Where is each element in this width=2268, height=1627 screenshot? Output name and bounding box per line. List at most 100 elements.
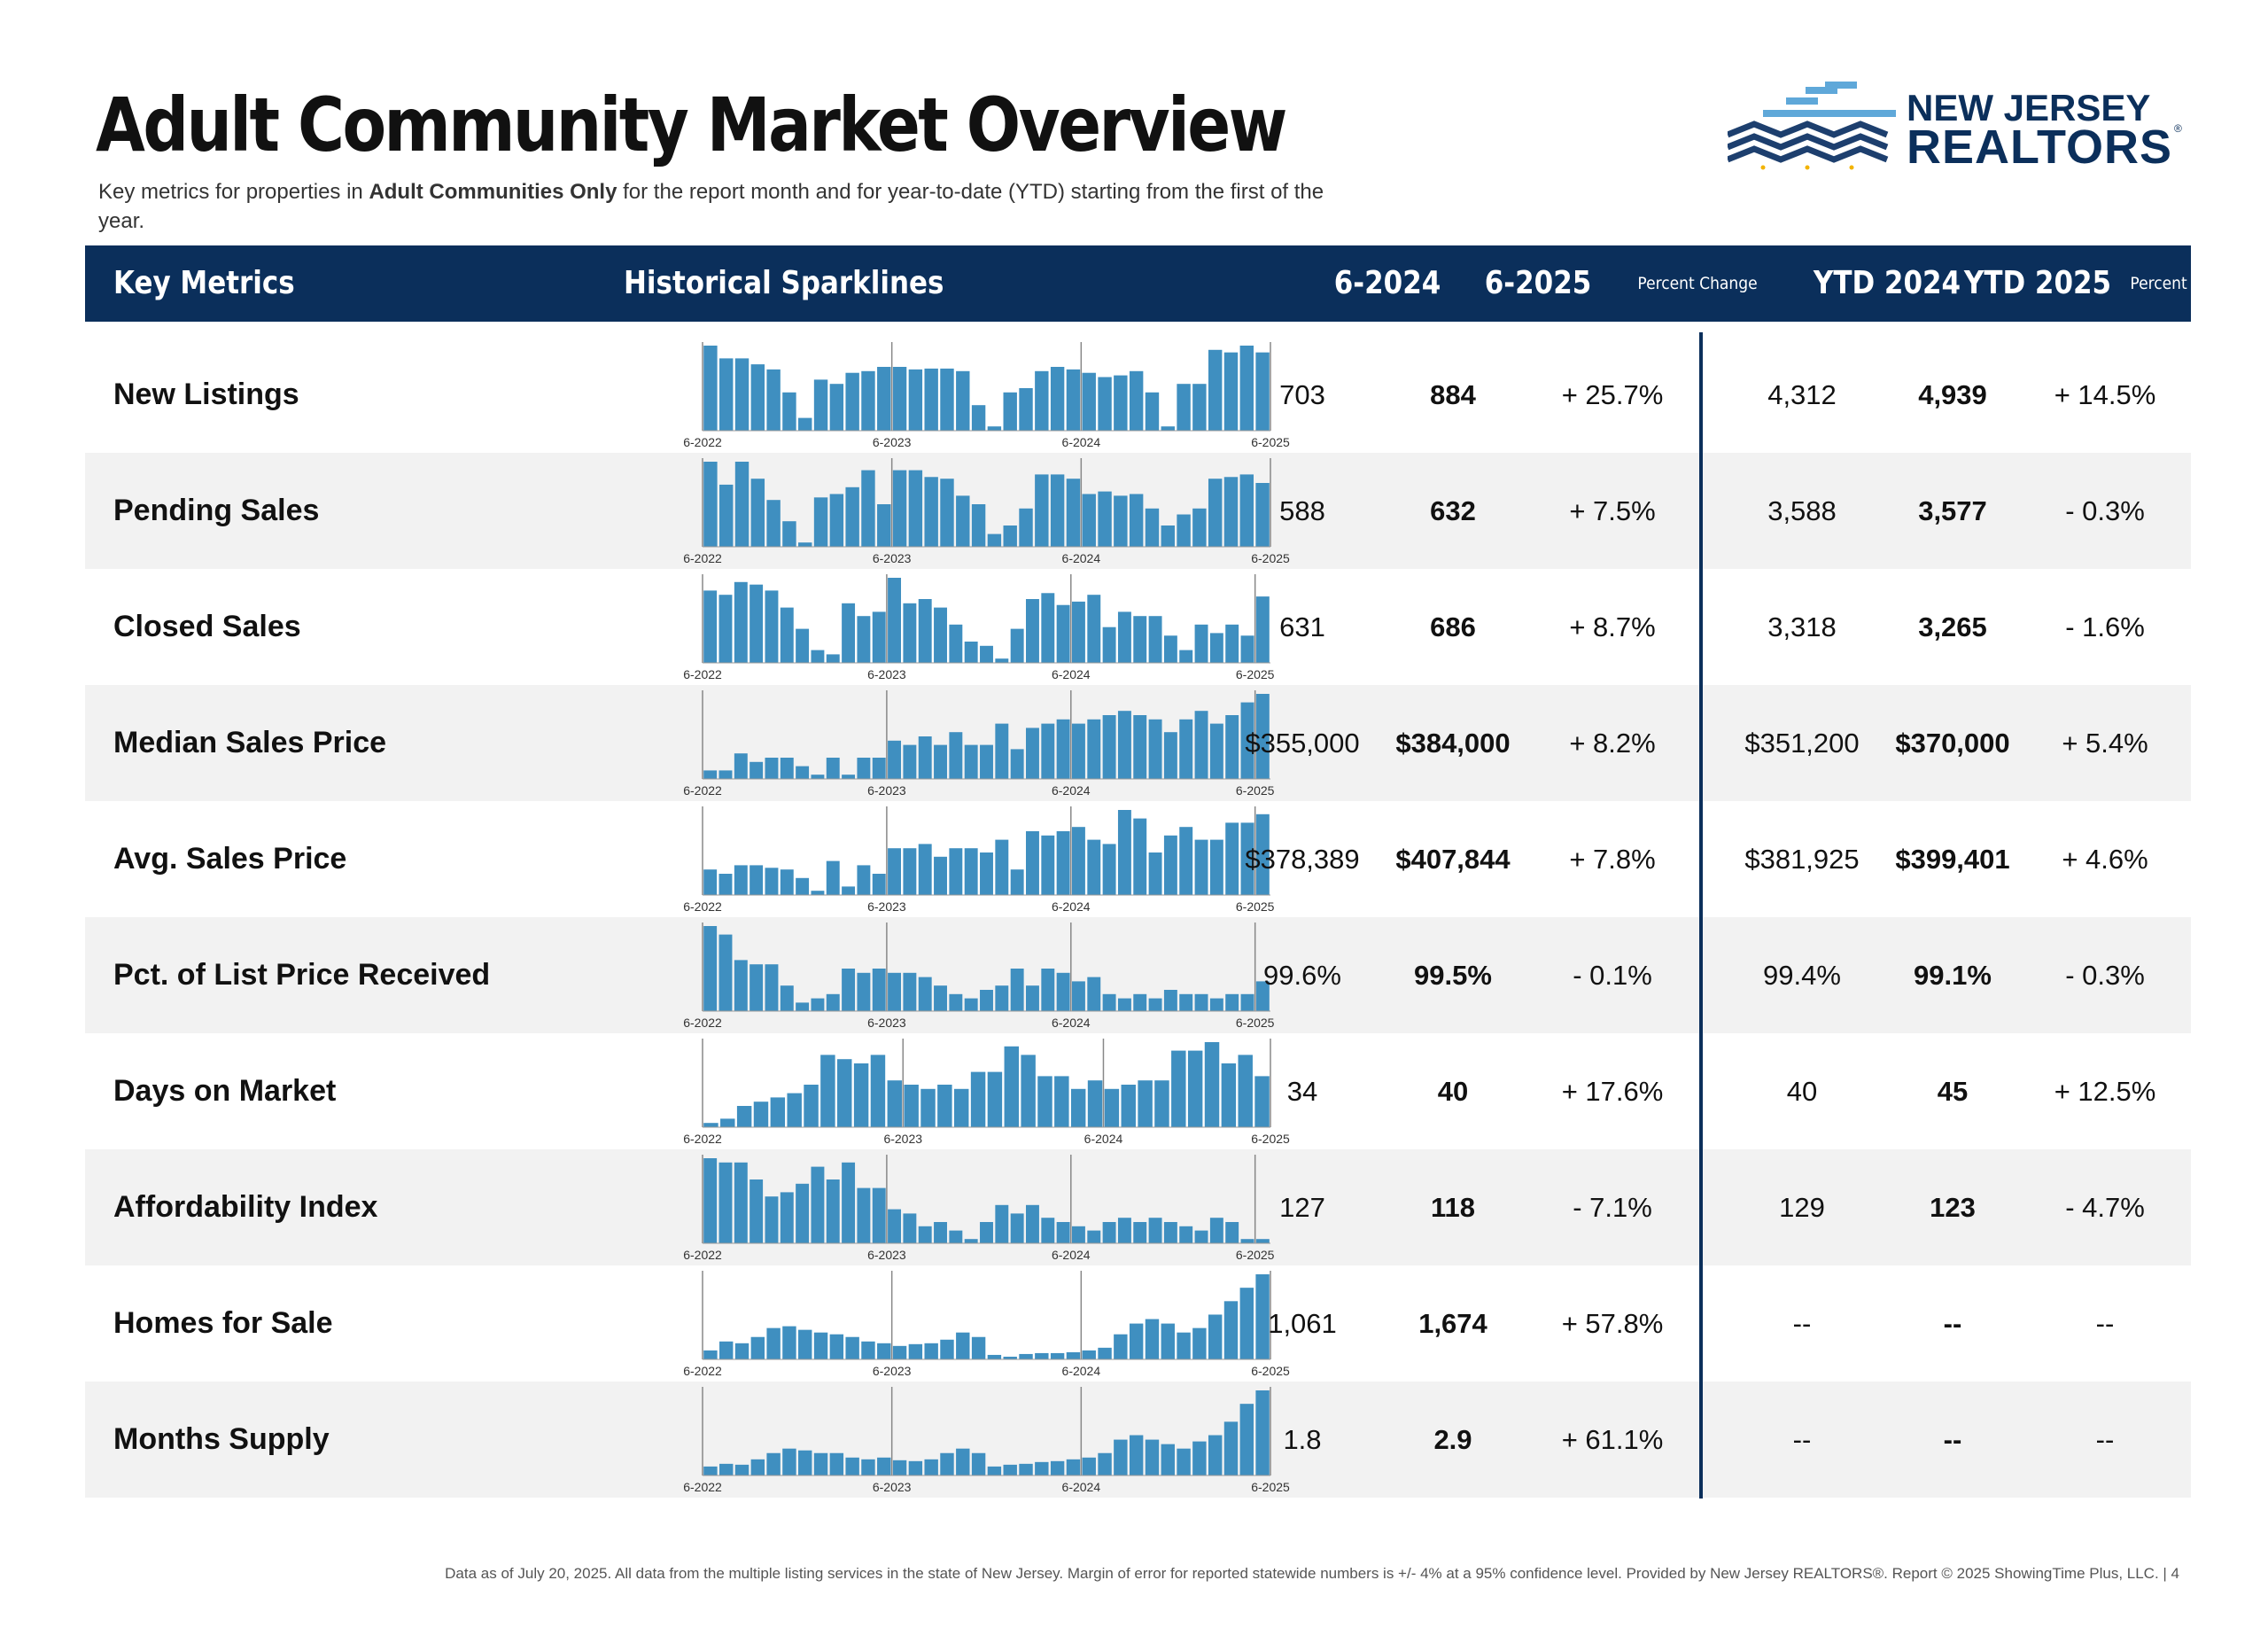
sparkline-bar	[753, 1102, 769, 1127]
sparkline-tick-label: 6-2022	[683, 667, 722, 681]
sparkline-chart: 6-2022 6-2023 6-2024 6-2025	[683, 574, 1275, 681]
header-month-2024: 6-2024	[1333, 265, 1441, 301]
sparkline-bar	[1082, 372, 1096, 431]
sparkline-bar	[1041, 723, 1055, 779]
sparkline-bar	[813, 1452, 828, 1475]
cell-month-2025: $407,844	[1395, 844, 1511, 875]
row-label: Median Sales Price	[113, 726, 387, 759]
cell-month-2025: 2.9	[1433, 1424, 1472, 1455]
sparkline-bar	[1145, 1319, 1160, 1359]
sparkline-bar	[842, 1162, 856, 1243]
sparkline-bar	[1098, 377, 1112, 431]
sparkline-bar	[1204, 1042, 1220, 1127]
sparkline-bar	[1026, 831, 1039, 895]
row-label: Months Supply	[113, 1422, 330, 1456]
sparkline-bar	[770, 1097, 786, 1127]
sparkline-bar	[1035, 1461, 1049, 1475]
sparkline-bar	[1114, 1334, 1128, 1359]
sparkline-bar	[934, 607, 947, 663]
sparkline-bar	[1209, 633, 1223, 663]
sparkline-bar	[1148, 616, 1162, 663]
cell-month-2024: 1.8	[1283, 1424, 1322, 1455]
sparkline-bar	[1209, 1218, 1223, 1243]
sparkline-tick-label: 6-2024	[1084, 1132, 1123, 1146]
sparkline-bar	[826, 758, 840, 779]
sparkline-bar	[1148, 1218, 1162, 1243]
sparkline-bar	[1071, 601, 1085, 663]
cell-percent-change: + 7.8%	[1569, 844, 1656, 875]
sparkline-bar	[826, 1179, 840, 1243]
cell-month-2024: 588	[1279, 495, 1325, 526]
sparkline-bar	[1194, 1230, 1208, 1243]
sparkline-bar	[1114, 375, 1128, 431]
sparkline-bar	[718, 770, 733, 779]
sparkline-bar	[1209, 839, 1223, 895]
sparkline-bar	[1050, 1460, 1065, 1475]
sparkline-bar	[1254, 1076, 1270, 1127]
sparkline-bar	[1082, 1350, 1096, 1359]
cell-percent-change: + 8.2%	[1569, 728, 1656, 759]
sparkline-bar	[949, 732, 963, 779]
cell-percent-change: + 57.8%	[1561, 1308, 1664, 1339]
sparkline-bar	[920, 1088, 936, 1127]
sparkline-bar	[842, 886, 856, 895]
sparkline-chart: 6-2022 6-2023 6-2024 6-2025	[683, 1155, 1275, 1262]
sparkline-bar	[1026, 728, 1039, 779]
sparkline-bar	[703, 869, 718, 895]
sparkline-bar	[1098, 491, 1112, 547]
sparkline-bar	[1239, 1404, 1254, 1475]
cell-ytd-2025: $370,000	[1895, 728, 2010, 759]
cell-month-2025: 1,674	[1418, 1308, 1487, 1339]
sparkline-bar	[1056, 831, 1070, 895]
sparkline-bar	[1194, 711, 1208, 779]
cell-month-2024: 127	[1279, 1192, 1325, 1223]
page-title: Adult Community Market Overview	[96, 82, 1287, 168]
sparkline-bar	[872, 1187, 886, 1243]
sparkline-bar	[765, 964, 779, 1011]
sparkline-bar	[892, 1345, 907, 1359]
sparkline-tick-label: 6-2025	[1236, 1248, 1275, 1262]
cell-month-2024: 703	[1279, 379, 1325, 410]
cell-ytd-2024: $351,200	[1744, 728, 1860, 759]
sparkline-tick-label: 6-2022	[683, 783, 722, 798]
sparkline-bar	[971, 1336, 986, 1359]
sparkline-bar	[842, 775, 856, 779]
sparkline-bar	[796, 877, 810, 895]
sparkline-bar	[872, 969, 886, 1011]
sparkline-bar	[719, 1341, 734, 1359]
sparkline-bar	[1255, 1390, 1270, 1475]
sparkline-bar	[980, 852, 993, 895]
sparkline-bar	[766, 500, 781, 547]
cell-ytd-2025: 4,939	[1918, 379, 1987, 410]
sparkline-bar	[1163, 835, 1177, 895]
sparkline-tick-label: 6-2022	[683, 551, 722, 565]
sparkline-bar	[1003, 392, 1017, 431]
sparkline-bar	[1161, 525, 1175, 547]
sparkline-bar	[829, 494, 844, 547]
sparkline-bar	[798, 1329, 812, 1359]
header-ytd-2025: YTD 2025	[1963, 265, 2112, 301]
sparkline-bar	[934, 744, 947, 779]
cell-ytd-2025: 3,577	[1918, 495, 1987, 526]
table-row: Days on Market 6-2022 6-2023 6-2024 6-2025 34…	[85, 1033, 2191, 1149]
sparkline-bar	[995, 839, 1009, 895]
sparkline-bar	[1255, 1274, 1270, 1359]
sparkline-bar	[940, 368, 954, 431]
sparkline-bar	[1177, 384, 1191, 431]
sparkline-bar	[1087, 719, 1101, 779]
sparkline-bar	[1129, 494, 1144, 547]
sparkline-bar	[995, 723, 1009, 779]
sparkline-bar	[1050, 367, 1065, 431]
sparkline-bar	[719, 358, 734, 431]
sparkline-bar	[1087, 1080, 1103, 1127]
sparkline-bar	[924, 1343, 938, 1359]
sparkline-bar	[1223, 1301, 1239, 1359]
sparkline-tick-label: 6-2022	[683, 1248, 722, 1262]
sparkline-bar	[1121, 1085, 1136, 1127]
cell-ytd-2024: $381,925	[1744, 844, 1860, 875]
sparkline-tick-label: 6-2022	[683, 1016, 722, 1030]
sparkline-bar	[1154, 1080, 1169, 1127]
sparkline-bar	[798, 417, 812, 431]
sparkline-bar	[1035, 1352, 1049, 1359]
sparkline-bar	[1225, 715, 1239, 779]
